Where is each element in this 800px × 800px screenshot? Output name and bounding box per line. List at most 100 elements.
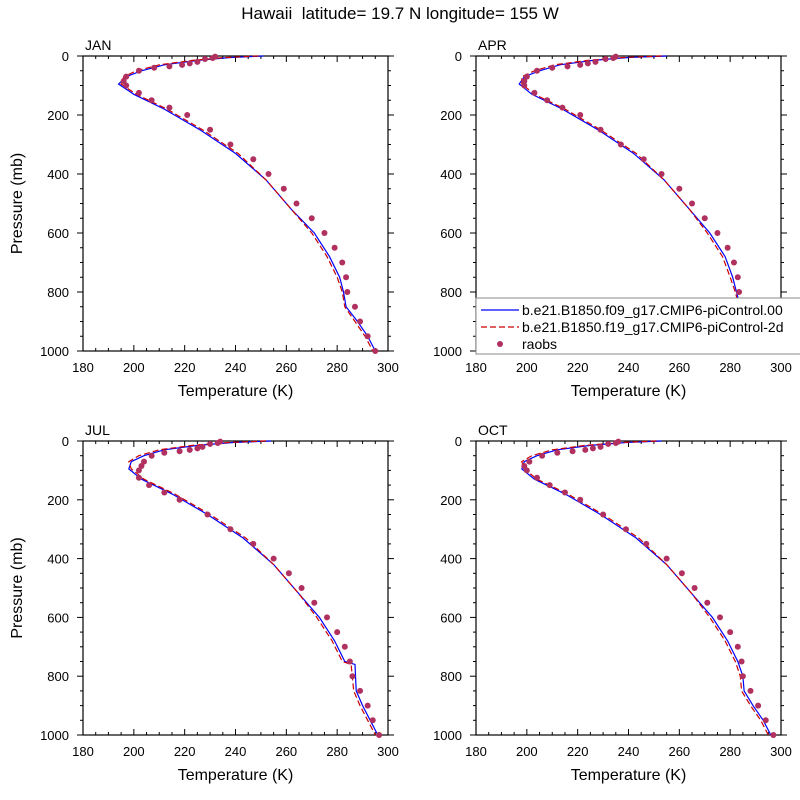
x-tick-label: 300 — [770, 360, 792, 375]
raobs-marker — [364, 702, 371, 709]
y-tick-label: 0 — [455, 434, 462, 449]
raobs-marker — [176, 496, 183, 503]
raobs-marker — [227, 141, 234, 148]
raobs-marker — [151, 64, 158, 71]
raobs-marker — [344, 289, 351, 295]
x-tick-label: 180 — [72, 360, 94, 375]
plot-frame — [82, 440, 389, 736]
y-tick-label: 1000 — [40, 344, 69, 359]
y-tick-label: 200 — [47, 108, 69, 123]
raobs-marker — [364, 333, 371, 340]
raobs-marker — [762, 717, 769, 724]
raobs-marker — [250, 540, 257, 547]
x-tick-label: 280 — [326, 744, 348, 759]
x-tick-label: 240 — [225, 360, 247, 375]
y-tick-label: 0 — [62, 49, 69, 64]
panel-label: JUL — [85, 422, 110, 438]
raobs-marker — [640, 156, 647, 163]
raobs-marker — [597, 126, 604, 133]
raobs-marker — [123, 73, 130, 80]
raobs-marker — [577, 112, 584, 118]
raobs-marker — [589, 445, 596, 452]
raobs-marker — [534, 67, 540, 74]
y-tick-label: 1000 — [433, 728, 462, 743]
raobs-marker — [176, 448, 183, 455]
raobs-marker — [166, 63, 173, 70]
raobs-marker — [227, 526, 234, 533]
x-tick-label: 240 — [618, 360, 640, 375]
x-tick-label: 260 — [668, 744, 690, 759]
raobs-marker — [135, 89, 142, 96]
raobs-marker — [311, 599, 318, 606]
y-tick-label: 600 — [47, 610, 69, 625]
x-tick-label: 300 — [377, 744, 399, 759]
raobs-marker — [179, 61, 186, 68]
x-axis-label: Temperature (K) — [571, 767, 687, 784]
raobs-marker — [734, 643, 741, 650]
raobs-marker — [372, 348, 379, 354]
legend: b.e21.B1850.f09_g17.CMIP6-piControl.00b.… — [475, 297, 800, 355]
raobs-marker — [250, 156, 257, 163]
x-tick-label: 220 — [567, 744, 589, 759]
y-tick-label: 800 — [440, 669, 462, 684]
x-tick-label: 260 — [668, 360, 690, 375]
raobs-marker — [298, 585, 305, 591]
raobs-marker — [577, 61, 584, 68]
x-tick-label: 180 — [465, 744, 487, 759]
raobs-marker — [704, 599, 711, 606]
raobs-marker — [597, 443, 604, 450]
x-tick-label: 260 — [275, 744, 297, 759]
x-tick-label: 220 — [174, 744, 196, 759]
raobs-marker — [602, 55, 609, 62]
x-tick-label: 280 — [719, 360, 741, 375]
raobs-marker — [600, 511, 607, 518]
series-line-f19 — [128, 440, 376, 736]
raobs-marker — [207, 440, 214, 447]
y-tick-label: 1000 — [40, 728, 69, 743]
raobs-marker — [308, 215, 315, 222]
raobs-marker — [161, 449, 168, 456]
x-tick-label: 200 — [123, 360, 145, 375]
legend-entry-label: b.e21.B1850.f19_g17.CMIP6-piControl-2d — [522, 319, 784, 335]
y-tick-label: 200 — [47, 493, 69, 508]
legend-entry-label: raobs — [522, 336, 557, 352]
x-tick-label: 280 — [719, 744, 741, 759]
raobs-marker — [331, 244, 338, 251]
raobs-marker — [592, 58, 599, 65]
raobs-marker — [605, 440, 612, 447]
raobs-marker — [738, 658, 745, 665]
raobs-marker — [554, 449, 561, 456]
legend-entry-label: b.e21.B1850.f09_g17.CMIP6-piControl.00 — [522, 302, 783, 318]
raobs-marker — [357, 687, 364, 694]
series-line-f09 — [117, 55, 376, 352]
raobs-marker — [612, 440, 619, 447]
raobs-marker — [523, 73, 530, 80]
raobs-marker — [676, 185, 683, 192]
figure-title: Hawaii latitude= 19.7 N longitude= 155 W — [241, 4, 559, 23]
x-tick-label: 200 — [516, 744, 538, 759]
y-tick-label: 800 — [440, 285, 462, 300]
raobs-marker — [658, 171, 665, 177]
raobs-marker — [148, 452, 155, 459]
plot-frame — [82, 55, 389, 352]
y-tick-label: 800 — [47, 285, 69, 300]
raobs-marker — [146, 482, 153, 489]
raobs-marker — [617, 141, 624, 148]
y-axis-label: Pressure (mb) — [9, 537, 26, 638]
y-tick-label: 200 — [440, 493, 462, 508]
raobs-marker — [148, 97, 155, 104]
x-tick-label: 300 — [770, 744, 792, 759]
x-axis-label: Temperature (K) — [571, 383, 687, 400]
panel-jan: 180 200 220 240 260 280 300 0 200 400 600 800 1000 Te… — [9, 37, 399, 400]
raobs-marker — [689, 200, 696, 207]
raobs-marker — [341, 643, 348, 650]
panel-label: APR — [478, 37, 507, 53]
y-tick-label: 0 — [62, 434, 69, 449]
raobs-marker — [531, 89, 538, 96]
raobs-marker — [546, 482, 553, 489]
raobs-marker — [521, 462, 528, 469]
x-axis-label: Temperature (K) — [178, 767, 294, 784]
raobs-marker — [202, 55, 208, 62]
raobs-marker — [643, 540, 650, 547]
raobs-marker — [293, 200, 300, 207]
